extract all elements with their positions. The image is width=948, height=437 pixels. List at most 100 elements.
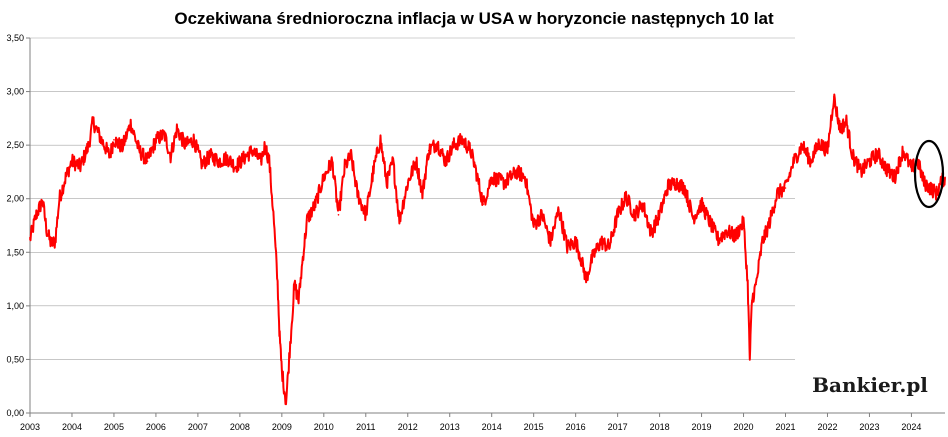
- data-point: [260, 160, 262, 163]
- data-point: [343, 165, 346, 168]
- x-tick-label: 2004: [62, 422, 82, 432]
- data-point: [826, 149, 829, 152]
- data-point: [268, 160, 271, 163]
- data-point: [297, 299, 300, 302]
- data-point: [784, 187, 787, 189]
- data-point: [490, 176, 493, 179]
- data-point: [218, 160, 220, 163]
- data-point: [801, 144, 804, 146]
- data-point: [163, 133, 166, 136]
- data-point: [121, 146, 124, 149]
- data-point: [742, 221, 745, 224]
- data-point: [251, 149, 254, 152]
- data-point: [281, 369, 283, 371]
- x-tick-label: 2013: [440, 422, 460, 432]
- data-point: [364, 213, 367, 216]
- data-point: [868, 160, 871, 163]
- x-tick-label: 2010: [314, 422, 334, 432]
- data-point: [58, 197, 61, 200]
- x-tick-label: 2015: [524, 422, 544, 432]
- data-point: [155, 138, 157, 141]
- y-tick-labels: 0,00 0,50 1,00 1,50 2,00 2,50 3,00 3,50: [6, 33, 24, 418]
- data-point: [29, 238, 31, 241]
- data-point: [633, 213, 636, 216]
- data-point: [406, 181, 409, 184]
- data-point: [717, 238, 720, 241]
- data-point: [323, 176, 325, 179]
- data-point: [734, 235, 736, 238]
- data-point: [832, 96, 835, 98]
- data-point: [692, 217, 694, 219]
- data-point: [549, 240, 552, 243]
- data-point: [944, 176, 946, 179]
- x-tick-label: 2023: [859, 422, 879, 432]
- data-point: [860, 171, 862, 173]
- data-point: [337, 213, 340, 216]
- x-tick-label: 2011: [356, 422, 375, 432]
- data-point: [421, 192, 424, 195]
- x-tick-label: 2005: [104, 422, 124, 432]
- data-point: [100, 138, 103, 141]
- data-point: [379, 138, 382, 141]
- data-point: [45, 230, 48, 232]
- data-point: [331, 160, 334, 163]
- data-point: [755, 283, 757, 286]
- data-point: [851, 155, 854, 157]
- series-layer: [29, 93, 946, 406]
- data-point: [709, 221, 711, 224]
- data-point: [566, 246, 569, 248]
- data-point: [641, 203, 644, 205]
- data-point: [192, 138, 195, 141]
- data-point: [169, 155, 172, 157]
- x-tick-label: 2012: [398, 422, 418, 432]
- data-point: [579, 253, 581, 256]
- data-point: [700, 203, 703, 205]
- y-tick-label: 3,50: [6, 33, 24, 43]
- data-point: [809, 160, 812, 163]
- data-point: [585, 278, 587, 280]
- data-point: [293, 283, 296, 286]
- data-point: [184, 144, 187, 146]
- data-point: [482, 203, 485, 205]
- x-tick-labels: 2003 2004 2005 2006 2007 2008 2009 2010 2011 2012…: [20, 422, 921, 432]
- data-point: [234, 165, 237, 168]
- data-point: [398, 219, 401, 221]
- data-point: [608, 246, 611, 248]
- series-line: [29, 93, 946, 406]
- data-point: [306, 219, 308, 221]
- data-point: [35, 213, 38, 216]
- data-point: [839, 128, 841, 130]
- data-point: [385, 181, 388, 184]
- y-tick-label: 1,00: [6, 301, 24, 311]
- y-tick-label: 0,50: [6, 354, 24, 364]
- grid-lines: [30, 37, 795, 360]
- data-point: [41, 200, 44, 202]
- data-point: [516, 171, 518, 173]
- y-tick-label: 2,00: [6, 194, 24, 204]
- x-tick-label: 2017: [608, 422, 628, 432]
- data-point: [474, 165, 476, 168]
- data-point: [350, 155, 352, 157]
- data-point: [427, 149, 430, 152]
- data-point: [146, 160, 149, 163]
- data-point: [278, 337, 281, 339]
- data-point: [916, 160, 919, 163]
- data-point: [625, 195, 627, 198]
- data-point: [201, 163, 203, 166]
- data-point: [444, 160, 447, 163]
- data-point: [209, 155, 212, 157]
- data-point: [675, 181, 678, 184]
- data-point: [373, 165, 375, 168]
- data-point: [129, 122, 132, 125]
- data-point: [683, 187, 686, 189]
- data-point: [50, 242, 52, 245]
- x-tick-label: 2021: [775, 422, 795, 432]
- data-point: [818, 142, 820, 144]
- data-point: [113, 138, 115, 141]
- data-point: [415, 160, 417, 163]
- data-point: [264, 144, 266, 146]
- data-point: [793, 160, 795, 163]
- data-point: [64, 176, 67, 179]
- data-point: [751, 299, 753, 302]
